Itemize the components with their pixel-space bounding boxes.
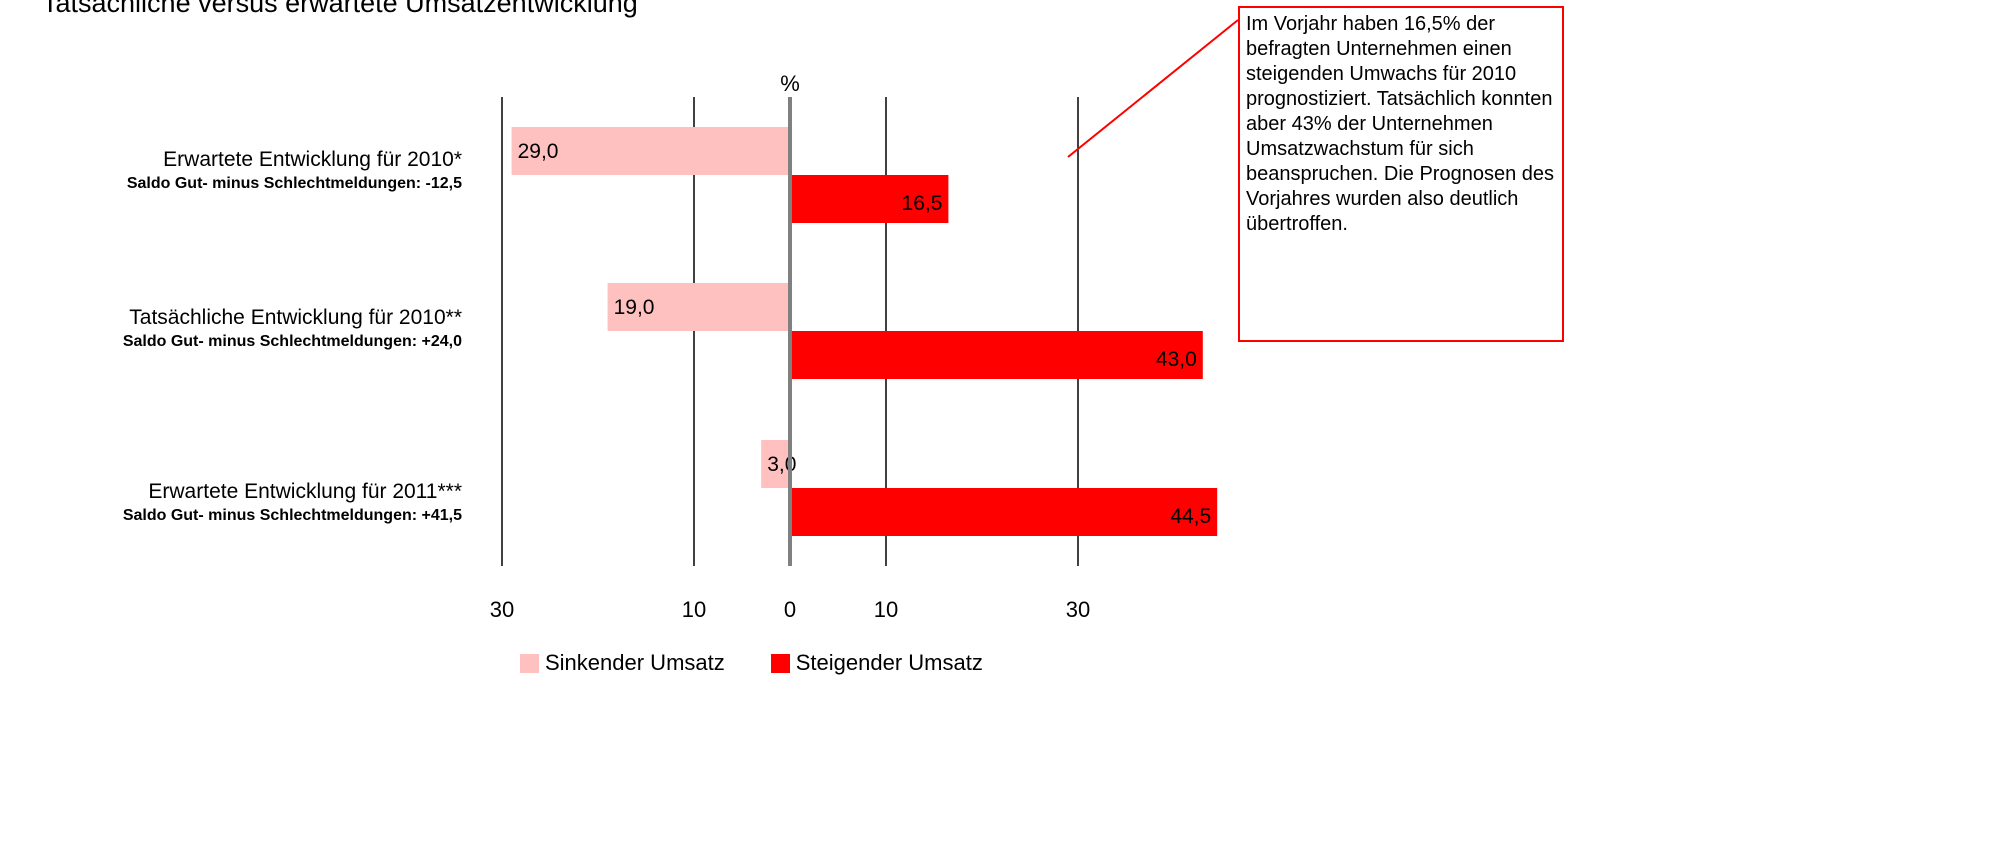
legend-swatch-steigend xyxy=(770,653,790,673)
row-label-3: Erwartete Entwicklung für 2011*** Saldo … xyxy=(123,478,462,527)
bar-steigend-3 xyxy=(790,488,1218,536)
bar-label-steigend-1: 16,5 xyxy=(902,192,943,215)
bar-steigend-2 xyxy=(790,331,1203,379)
bar-sinkend-1 xyxy=(511,127,790,175)
legend-item-steigend: Steigender Umsatz xyxy=(770,650,983,676)
row-title-3: Erwartete Entwicklung für 2011*** xyxy=(148,480,462,503)
bar-sinkend-3 xyxy=(761,440,790,488)
tick-label-2: 10 xyxy=(682,597,706,622)
legend-label-steigend: Steigender Umsatz xyxy=(795,650,983,675)
row-saldo-2: Saldo Gut- minus Schlechtmeldungen: +24,… xyxy=(122,333,462,350)
tick-label-3: 0 xyxy=(784,597,796,622)
row-title-2: Tatsächliche Entwicklung für 2010** xyxy=(129,306,462,329)
callout-box: Im Vorjahr haben 16,5% der befragten Unt… xyxy=(1238,6,1564,342)
row-saldo-3: Saldo Gut- minus Schlechtmeldungen: +41,… xyxy=(122,507,462,524)
bar-steigend-1 xyxy=(790,175,949,223)
legend-label-sinkend: Sinkender Umsatz xyxy=(545,650,725,675)
row-title-1: Erwartete Entwicklung für 2010* xyxy=(163,148,462,171)
bar-label-steigend-3: 44,5 xyxy=(1170,505,1211,528)
bar-label-steigend-2: 43,0 xyxy=(1156,348,1197,371)
legend-item-sinkend: Sinkender Umsatz xyxy=(520,650,725,676)
legend-swatch-sinkend xyxy=(520,653,539,673)
row-label-1: Erwartete Entwicklung für 2010* Saldo Gu… xyxy=(127,146,462,195)
unit-label: % xyxy=(780,71,800,96)
bar-label-sinkend-1: 29,0 xyxy=(518,140,559,163)
tick-label-1: 30 xyxy=(490,597,514,622)
tick-label-4: 10 xyxy=(874,597,898,622)
legend: Sinkender Umsatz Steigender Umsatz xyxy=(520,650,1029,676)
callout-pointer xyxy=(1067,19,1239,158)
bar-label-sinkend-2: 19,0 xyxy=(614,296,655,319)
row-saldo-1: Saldo Gut- minus Schlechtmeldungen: -12,… xyxy=(126,175,462,192)
bar-label-sinkend-3: 3,0 xyxy=(767,453,796,476)
chart-title: Tatsächliche versus erwartete Umsatzentw… xyxy=(42,0,638,18)
tick-label-5: 30 xyxy=(1066,597,1090,622)
bar-sinkend-2 xyxy=(607,283,790,331)
row-label-2: Tatsächliche Entwicklung für 2010** Sald… xyxy=(123,304,462,353)
